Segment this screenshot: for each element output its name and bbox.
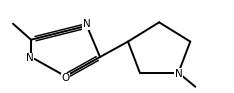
Text: N: N — [83, 19, 91, 29]
Text: N: N — [175, 69, 182, 79]
Text: O: O — [61, 73, 70, 83]
Text: N: N — [26, 53, 34, 64]
